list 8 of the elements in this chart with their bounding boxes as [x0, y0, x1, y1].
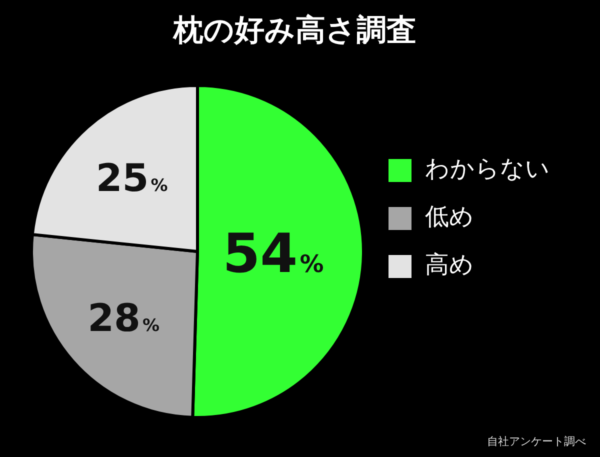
- legend-label: わからない: [425, 154, 550, 183]
- data-label: 54%: [222, 222, 324, 286]
- data-label: 28%: [88, 296, 160, 340]
- legend-label: 低め: [425, 202, 474, 231]
- chart-title: 枕の好み高さ調査: [172, 12, 416, 48]
- legend-label: 高め: [425, 250, 474, 279]
- data-label: 25%: [96, 156, 168, 200]
- text: 自社アンケート調べ: [487, 434, 586, 449]
